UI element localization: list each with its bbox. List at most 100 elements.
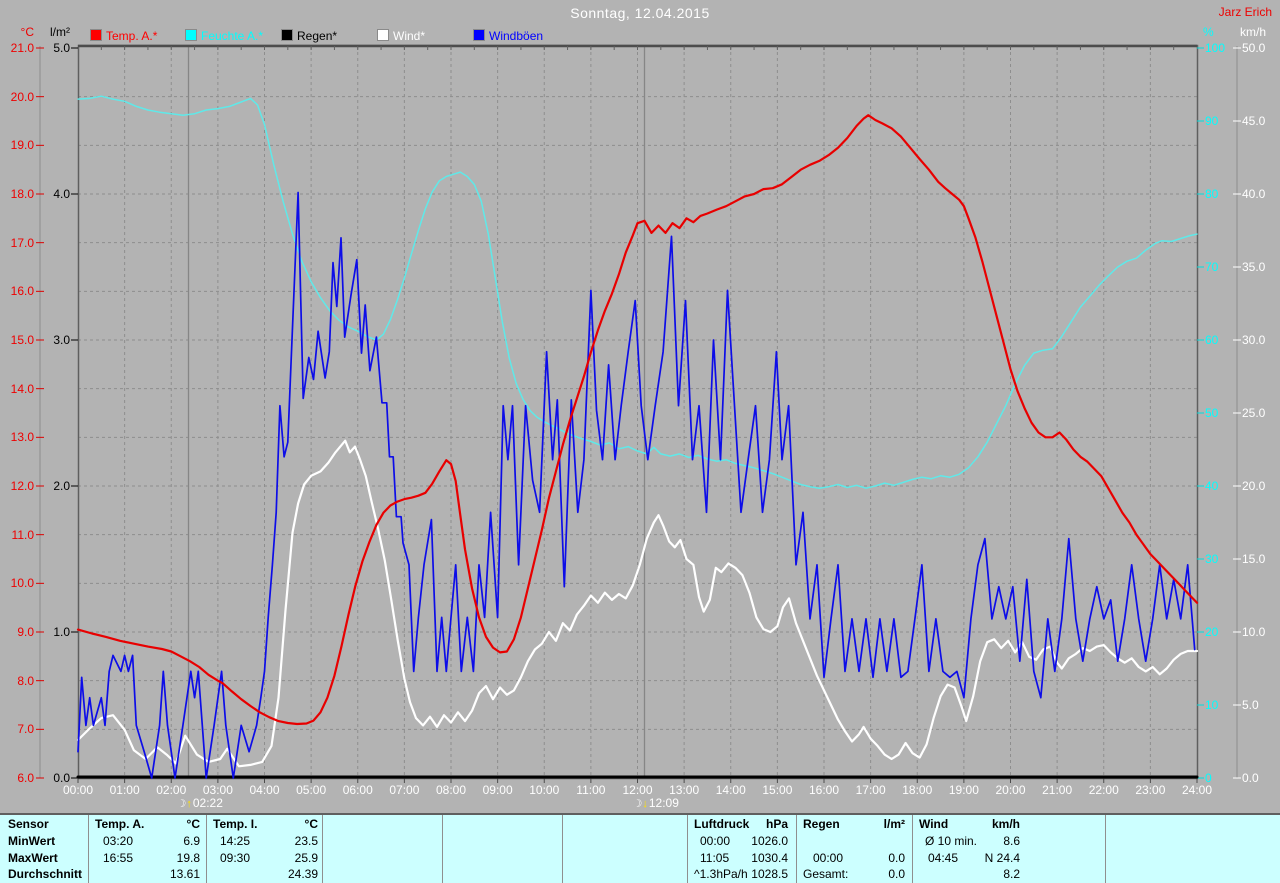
table-row-label: MaxWert: [8, 851, 58, 865]
kmh-axis-label: 30.0: [1242, 333, 1266, 347]
table-separator: [322, 815, 323, 883]
wind-avg10-label: Ø 10 min.: [925, 834, 978, 848]
kmh-axis-label: 5.0: [1242, 698, 1259, 712]
rain-axis-label: 2.0: [53, 479, 70, 493]
temp-a-min-value: 6.9: [183, 834, 200, 848]
temp-axis-label: 17.0: [10, 235, 34, 250]
temp-axis-label: 18.0: [10, 187, 34, 201]
percent-axis-label: 60: [1205, 333, 1219, 347]
legend-swatch-icon: [473, 29, 485, 41]
hour-label: 17:00: [855, 783, 886, 797]
rain-axis-label: 4.0: [53, 187, 70, 201]
hour-label: 24:00: [1181, 783, 1213, 797]
col-unit-rain: l/m²: [883, 817, 905, 831]
rain-axis-label: 0.0: [53, 771, 70, 785]
moonrise-moon-icon: ☽: [176, 798, 187, 810]
temp-axis-label: 21.0: [10, 41, 34, 55]
series-feuchte-a-: [77, 95, 1198, 489]
table-row-label: Durchschnitt: [8, 867, 83, 881]
legend-swatch-icon: [377, 29, 389, 41]
temp-i-min-value: 23.5: [294, 834, 318, 848]
hour-label: 14:00: [715, 783, 746, 797]
hour-label: 06:00: [342, 783, 373, 797]
temp-a-min-time: 03:20: [103, 834, 134, 848]
rain-value: 0.0: [888, 851, 905, 865]
temp-axis-label: 20.0: [10, 89, 34, 104]
temp-axis-label: 12.0: [10, 479, 34, 493]
col-unit-pressure: hPa: [765, 817, 788, 831]
rain-axis-label: 3.0: [53, 333, 70, 347]
legend-item-feuchte-a-: Feuchte A.*: [185, 29, 263, 43]
pressure-value-3: 1028.5: [751, 867, 788, 881]
station-owner-label: Jarz Erich: [1218, 5, 1272, 19]
hour-label: 04:00: [249, 783, 280, 797]
wind-avg-value: 8.2: [1003, 867, 1020, 881]
temp-axis-label: 11.0: [11, 527, 34, 542]
rain-axis-label: 1.0: [53, 625, 70, 639]
temp-axis-label: 14.0: [10, 381, 34, 396]
hour-label: 19:00: [948, 783, 979, 797]
percent-axis-label: 90: [1205, 114, 1219, 128]
col-unit-temp-a: °C: [186, 817, 200, 831]
legend-swatch-icon: [281, 29, 293, 41]
axis-unit-kmh: km/h: [1240, 25, 1267, 39]
wind-max-value: N 24.4: [984, 851, 1020, 865]
legend-item-temp-a-: Temp. A.*: [90, 29, 158, 43]
rain-total-value: 0.0: [888, 867, 905, 881]
axis-unit-rain: l/m²: [50, 25, 70, 39]
hour-label: 20:00: [995, 783, 1026, 797]
table-row-label: Sensor: [8, 817, 49, 831]
percent-axis-label: 100: [1205, 41, 1226, 55]
kmh-axis-label: 45.0: [1242, 114, 1266, 128]
legend-item-wind-: Wind*: [377, 29, 426, 43]
hour-label: 09:00: [482, 783, 513, 797]
axis-unit-celsius: °C: [20, 25, 34, 39]
kmh-axis-label: 10.0: [1242, 625, 1266, 639]
pressure-time-2: 11:05: [700, 851, 730, 865]
temp-axis-label: 19.0: [10, 138, 34, 153]
temp-axis-label: 6.0: [17, 771, 34, 785]
kmh-axis-label: 25.0: [1242, 406, 1266, 420]
col-header-temp-i: Temp. I.: [213, 817, 258, 831]
moonset-time: 12:09: [648, 796, 679, 810]
rain-time: 00:00: [813, 851, 844, 865]
hour-label: 11:00: [576, 783, 606, 797]
col-unit-temp-i: °C: [304, 817, 318, 831]
temp-axis-label: 7.0: [17, 722, 34, 737]
hour-label: 10:00: [529, 783, 560, 797]
table-row-label: MinWert: [8, 834, 56, 848]
col-header-wind: Wind: [919, 817, 949, 831]
percent-axis-label: 50: [1205, 406, 1219, 420]
percent-axis-label: 40: [1205, 479, 1219, 493]
legend-label: Temp. A.*: [106, 29, 158, 43]
legend-swatch-icon: [185, 29, 197, 41]
percent-axis-label: 10: [1205, 698, 1219, 712]
kmh-axis-label: 20.0: [1242, 479, 1266, 493]
temp-i-avg-value: 24.39: [287, 867, 318, 881]
legend-label: Wind*: [393, 29, 426, 43]
kmh-axis-label: 0.0: [1242, 771, 1259, 785]
legend-swatch-icon: [90, 29, 102, 41]
pressure-value-2: 1030.4: [751, 851, 788, 865]
temp-a-avg-value: 13.61: [169, 867, 200, 881]
temp-axis-label: 13.0: [10, 430, 34, 445]
table-separator: [1105, 815, 1106, 883]
percent-axis-label: 0: [1205, 771, 1212, 785]
kmh-axis-label: 35.0: [1242, 260, 1266, 274]
moonset-arrow-icon: ↓: [642, 798, 648, 810]
kmh-axis-label: 40.0: [1242, 187, 1266, 201]
col-unit-wind: km/h: [991, 817, 1020, 831]
percent-axis-label: 20: [1205, 625, 1219, 639]
hour-label: 00:00: [62, 783, 94, 797]
table-separator: [206, 815, 207, 883]
pressure-value-1: 1026.0: [751, 834, 788, 848]
temp-axis-label: 9.0: [17, 625, 34, 639]
stats-table: Sensor MinWert MaxWert Durchschnitt Temp…: [0, 813, 1280, 883]
hour-label: 02:00: [156, 783, 187, 797]
hour-label: 01:00: [109, 783, 140, 797]
wind-avg10-value: 8.6: [1003, 834, 1020, 848]
moonset-marker: ☽↓12:09: [632, 796, 678, 810]
series-wind: [76, 439, 1199, 768]
temp-axis-label: 8.0: [17, 673, 34, 688]
